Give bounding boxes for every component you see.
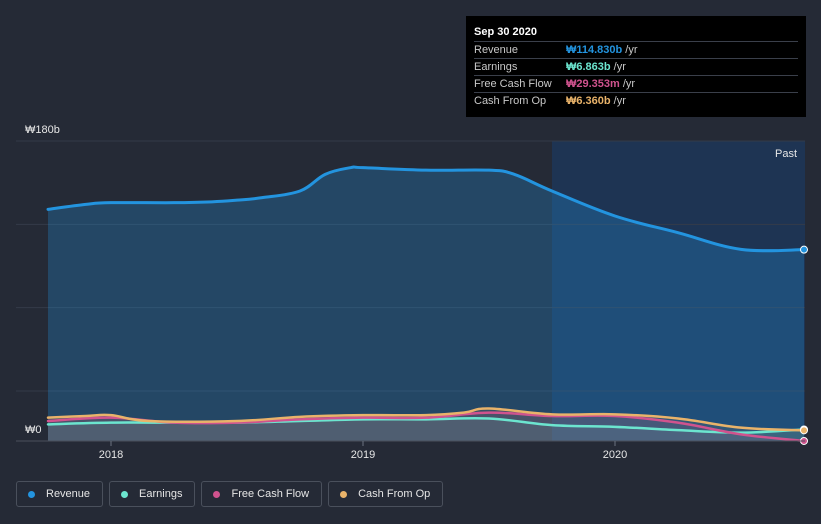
- area-revenue: [48, 167, 804, 441]
- tooltip-value: ₩114.830b: [566, 44, 623, 56]
- legend-item-revenue[interactable]: Revenue: [16, 481, 104, 507]
- legend-label: Cash From Op: [358, 488, 431, 500]
- series-areas: [48, 167, 804, 441]
- tooltip-value: ₩29.353m: [566, 78, 620, 90]
- x-axis-ticks: 2018 2019 2020: [99, 441, 627, 461]
- tooltip-unit: /yr: [613, 61, 626, 73]
- x-tick-label-2020: 2020: [603, 449, 627, 461]
- legend-label: Revenue: [46, 488, 91, 500]
- y-axis-top-label: ₩180b: [25, 124, 60, 136]
- tooltip-label: Cash From Op: [474, 95, 547, 107]
- y-axis-zero-label: ₩0: [25, 424, 42, 436]
- area-free-cash-flow: [48, 412, 804, 441]
- tooltip-date: Sep 30 2020: [474, 26, 537, 38]
- legend-item-earnings[interactable]: Earnings: [109, 481, 196, 507]
- x-tick-label-2019: 2019: [351, 449, 375, 461]
- legend-dot-icon: [340, 490, 348, 498]
- tooltip-unit: /yr: [622, 78, 636, 90]
- series-lines: [46, 165, 806, 443]
- legend-item-cash-from-op[interactable]: Cash From Op: [328, 481, 444, 507]
- line-revenue: [46, 165, 806, 253]
- tooltip-row-revenue: Revenue ₩114.830b /yr: [474, 41, 798, 58]
- past-label: Past: [775, 148, 797, 160]
- tooltip-label: Free Cash Flow: [474, 78, 552, 90]
- tooltip-row-earnings: Earnings ₩6.863b /yr: [474, 58, 798, 75]
- endpoint-revenue[interactable]: [800, 245, 808, 254]
- x-tick-label-2018: 2018: [99, 449, 123, 461]
- tooltip-value: ₩6.360b: [566, 95, 611, 107]
- legend-dot-icon: [213, 490, 221, 498]
- legend-label: Earnings: [139, 488, 183, 500]
- tooltip-row-cash-from-op: Cash From Op ₩6.360b /yr: [474, 92, 798, 109]
- tooltip-unit: /yr: [613, 95, 626, 107]
- tooltip-label: Earnings: [474, 61, 518, 73]
- data-tooltip: Sep 30 2020 Revenue ₩114.830b /yr Earnin…: [466, 16, 806, 117]
- tooltip-label: Revenue: [474, 44, 519, 56]
- legend-dot-icon: [121, 490, 129, 498]
- line-cash-from-op: [46, 407, 806, 432]
- legend-label: Free Cash Flow: [231, 488, 310, 500]
- gridlines: [16, 140, 805, 392]
- tooltip-unit: /yr: [625, 44, 638, 56]
- legend: Revenue Earnings Free Cash Flow Cash Fro…: [16, 481, 444, 507]
- legend-dot-icon: [28, 490, 35, 498]
- legend-item-free-cash-flow[interactable]: Free Cash Flow: [201, 481, 323, 507]
- endpoint-cash-from-op[interactable]: [800, 426, 808, 435]
- tooltip-row-free-cash-flow: Free Cash Flow ₩29.353m /yr: [474, 75, 798, 92]
- tooltip-value: ₩6.863b: [566, 61, 611, 73]
